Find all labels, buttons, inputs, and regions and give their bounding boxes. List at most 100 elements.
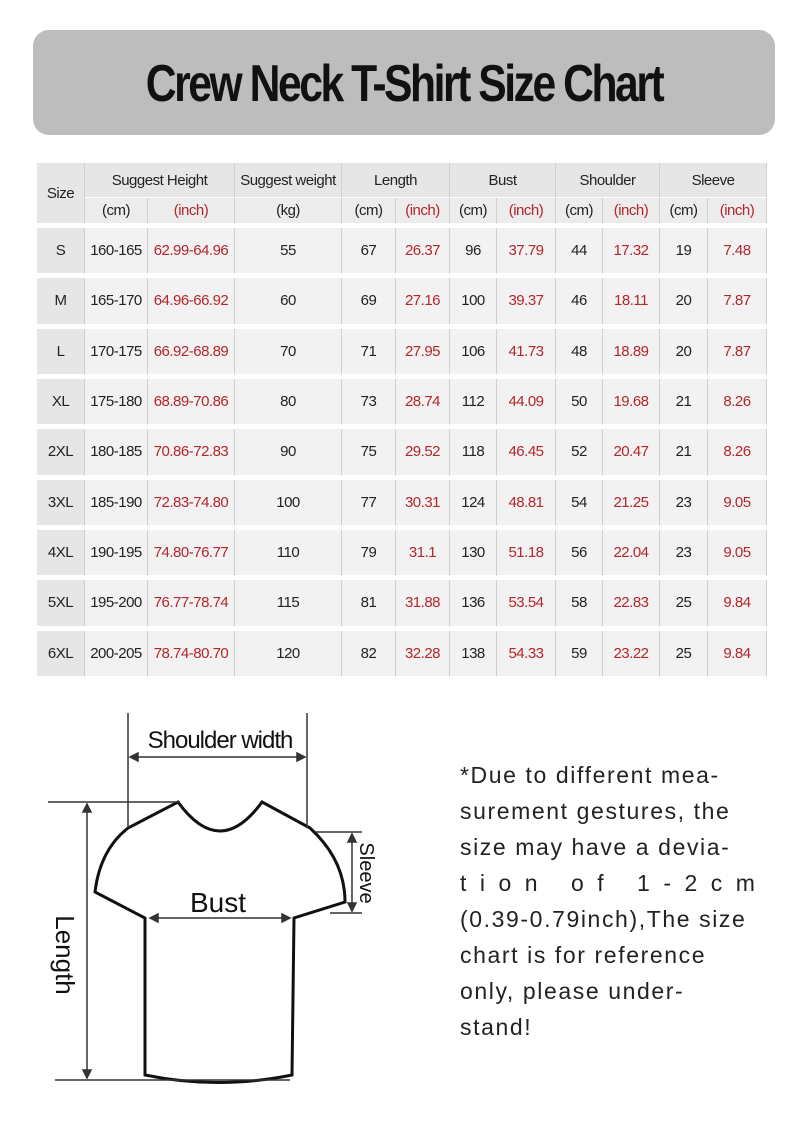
data-cell: 136: [450, 580, 497, 627]
data-cell: 51.18: [497, 530, 556, 577]
data-cell: 79: [342, 530, 396, 577]
size-cell: 5XL: [37, 580, 85, 627]
data-cell: 50: [556, 379, 603, 426]
data-cell: 100: [450, 278, 497, 325]
note-line: tion of 1-2cm: [460, 870, 769, 896]
size-cell: S: [37, 228, 85, 275]
size-cell: L: [37, 328, 85, 375]
note-line: surement gestures, the: [460, 798, 731, 824]
data-cell: 60: [235, 278, 342, 325]
data-cell: 25: [660, 580, 708, 627]
data-cell: 185-190: [85, 479, 148, 526]
data-cell: 8.26: [708, 379, 767, 426]
data-cell: 20.47: [603, 429, 660, 476]
title-banner: Crew Neck T-Shirt Size Chart: [33, 30, 775, 135]
size-cell: M: [37, 278, 85, 325]
data-cell: 31.88: [396, 580, 450, 627]
data-cell: 69: [342, 278, 396, 325]
data-cell: 37.79: [497, 228, 556, 275]
note-line: stand!: [460, 1014, 533, 1040]
header-cell: Suggest Height: [85, 163, 235, 198]
data-cell: 44: [556, 228, 603, 275]
data-cell: 74.80-76.77: [148, 530, 235, 577]
data-cell: 9.05: [708, 530, 767, 577]
data-cell: 72.83-74.80: [148, 479, 235, 526]
data-cell: 112: [450, 379, 497, 426]
data-cell: 138: [450, 630, 497, 677]
data-cell: 21.25: [603, 479, 660, 526]
data-cell: 54: [556, 479, 603, 526]
data-cell: 7.87: [708, 328, 767, 375]
data-cell: 39.37: [497, 278, 556, 325]
data-cell: 110: [235, 530, 342, 577]
size-table: Size Suggest Height Suggest weight Length Bu…: [37, 163, 767, 677]
data-cell: 55: [235, 228, 342, 275]
data-cell: 18.11: [603, 278, 660, 325]
note-line: *Due to different mea-: [460, 762, 720, 788]
note: *Due to different mea-surement gestures,…: [460, 760, 768, 1048]
subheader-cell: (cm): [85, 198, 148, 224]
data-cell: 70.86-72.83: [148, 429, 235, 476]
data-cell: 27.95: [396, 328, 450, 375]
header-cell: Shoulder: [556, 163, 660, 198]
data-cell: 80: [235, 379, 342, 426]
subheader-cell: (cm): [556, 198, 603, 224]
size-cell: 4XL: [37, 530, 85, 577]
data-cell: 67: [342, 228, 396, 275]
data-cell: 73: [342, 379, 396, 426]
header-cell: Bust: [450, 163, 556, 198]
data-cell: 96: [450, 228, 497, 275]
data-cell: 22.83: [603, 580, 660, 627]
data-cell: 58: [556, 580, 603, 627]
sleeve-label: Sleeve: [355, 842, 377, 903]
size-cell: 2XL: [37, 429, 85, 476]
data-cell: 23: [660, 479, 708, 526]
measure-lines: [48, 713, 362, 1081]
note-line: size may have a devia-: [460, 834, 731, 860]
subheader-cell: (cm): [450, 198, 497, 224]
data-cell: 18.89: [603, 328, 660, 375]
data-cell: 20: [660, 278, 708, 325]
data-cell: 48.81: [497, 479, 556, 526]
subheader-cell: (inch): [497, 198, 556, 224]
data-cell: 70: [235, 328, 342, 375]
data-cell: 118: [450, 429, 497, 476]
size-cell: XL: [37, 379, 85, 426]
subheader-cell: (kg): [235, 198, 342, 224]
data-cell: 7.48: [708, 228, 767, 275]
data-cell: 76.77-78.74: [148, 580, 235, 627]
data-cell: 22.04: [603, 530, 660, 577]
data-cell: 71: [342, 328, 396, 375]
data-cell: 75: [342, 429, 396, 476]
data-cell: 68.89-70.86: [148, 379, 235, 426]
data-cell: 27.16: [396, 278, 450, 325]
bust-label: Bust: [190, 887, 246, 918]
header-cell: Sleeve: [660, 163, 767, 198]
data-cell: 28.74: [396, 379, 450, 426]
data-cell: 62.99-64.96: [148, 228, 235, 275]
data-cell: 81: [342, 580, 396, 627]
data-cell: 48: [556, 328, 603, 375]
data-cell: 100: [235, 479, 342, 526]
data-cell: 26.37: [396, 228, 450, 275]
data-cell: 175-180: [85, 379, 148, 426]
data-cell: 115: [235, 580, 342, 627]
subheader-cell: (inch): [603, 198, 660, 224]
shoulder-label: Shoulder width: [148, 727, 293, 754]
data-cell: 54.33: [497, 630, 556, 677]
header-cell: Suggest weight: [235, 163, 342, 198]
header-cell: Length: [342, 163, 450, 198]
subheader-cell: (cm): [342, 198, 396, 224]
data-cell: 82: [342, 630, 396, 677]
data-cell: 195-200: [85, 580, 148, 627]
data-cell: 9.84: [708, 580, 767, 627]
note-line: only, please under-: [460, 978, 685, 1004]
data-cell: 90: [235, 429, 342, 476]
data-cell: 165-170: [85, 278, 148, 325]
length-label: Length: [50, 915, 80, 995]
data-cell: 130: [450, 530, 497, 577]
data-cell: 25: [660, 630, 708, 677]
data-cell: 20: [660, 328, 708, 375]
data-cell: 52: [556, 429, 603, 476]
